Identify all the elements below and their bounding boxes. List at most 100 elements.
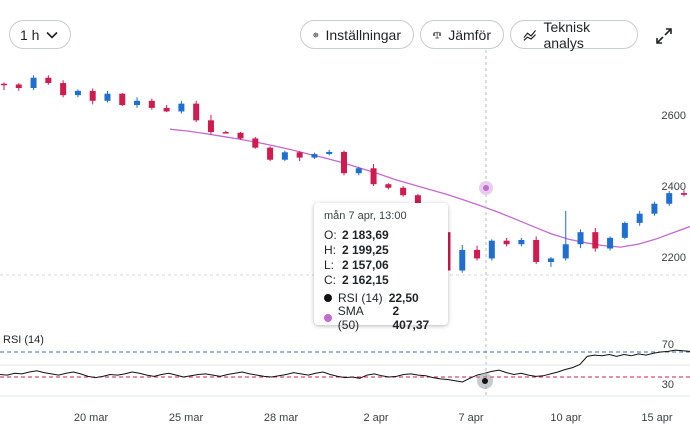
candle-body bbox=[547, 258, 554, 262]
tooltip-low-label: L: bbox=[324, 257, 335, 272]
sma-crosshair-dot bbox=[483, 185, 489, 191]
tooltip-high-value: 2 199,25 bbox=[342, 242, 389, 257]
rsi-crosshair-dot bbox=[482, 378, 488, 384]
x-tick-label: 15 apr bbox=[641, 412, 673, 424]
tooltip-open-label: O: bbox=[324, 227, 337, 242]
x-tick-label: 25 mar bbox=[169, 412, 204, 424]
rsi-14-line bbox=[0, 349, 690, 383]
candle-body bbox=[30, 77, 37, 89]
candle-body bbox=[178, 103, 185, 112]
x-tick-label: 7 apr bbox=[458, 412, 483, 424]
x-tick-label: 28 mar bbox=[264, 412, 299, 424]
candle-body bbox=[488, 240, 495, 259]
crosshair-tooltip: mån 7 apr, 13:00 O: 2 183,69 H: 2 199,25… bbox=[314, 203, 448, 332]
candle-body bbox=[621, 222, 628, 238]
candle-body bbox=[562, 244, 569, 259]
chevron-down-icon bbox=[46, 31, 59, 39]
candle-body bbox=[681, 193, 687, 195]
rsi-panel-title: RSI (14) bbox=[3, 334, 44, 346]
settings-label: Inställningar bbox=[325, 26, 402, 43]
x-tick-label: 20 mar bbox=[74, 412, 109, 424]
tooltip-sma-row: SMA (50) 2 407,37 bbox=[324, 304, 438, 332]
candle-body bbox=[60, 83, 67, 96]
candle-body bbox=[45, 77, 52, 84]
candle-body bbox=[134, 100, 141, 106]
candle-body bbox=[459, 249, 466, 271]
tooltip-low-row: L: 2 157,06 bbox=[324, 257, 438, 272]
candle-body bbox=[385, 184, 392, 188]
tooltip-close-label: C: bbox=[324, 272, 336, 287]
tooltip-sma-label: SMA (50) bbox=[337, 304, 364, 332]
candle-body bbox=[326, 151, 333, 155]
y-tick-label: 2600 bbox=[662, 110, 686, 122]
rsi-panel: 70 30 bbox=[0, 339, 690, 397]
y-axis: 2200 2400 2600 bbox=[662, 110, 686, 264]
tooltip-close-row: C: 2 162,15 bbox=[324, 272, 438, 287]
x-tick-label: 10 apr bbox=[550, 412, 582, 424]
interval-label: 1 h bbox=[20, 26, 40, 43]
candle-body bbox=[341, 151, 347, 174]
candle-body bbox=[222, 132, 229, 134]
expand-icon bbox=[656, 28, 672, 44]
candle-body bbox=[592, 232, 599, 249]
candle-body bbox=[607, 237, 614, 249]
tooltip-open-value: 2 183,69 bbox=[342, 227, 389, 242]
candle-body bbox=[370, 168, 377, 185]
candle-body bbox=[252, 138, 259, 148]
tooltip-rsi-value: 22,50 bbox=[388, 291, 419, 305]
y-tick-label: 2200 bbox=[662, 252, 686, 264]
y-tick-label: 2400 bbox=[662, 181, 686, 193]
tooltip-rsi-row: RSI (14) 22,50 bbox=[324, 289, 438, 307]
rsi-level-label: 70 bbox=[662, 339, 674, 351]
x-tick-label: 2 apr bbox=[363, 412, 388, 424]
candle-body bbox=[400, 187, 407, 196]
candle-body bbox=[533, 239, 540, 262]
compare-label: Jämför bbox=[448, 26, 491, 43]
candle-body bbox=[651, 203, 658, 214]
tooltip-sma-value: 2 407,37 bbox=[392, 304, 430, 332]
candle-body bbox=[666, 193, 673, 204]
candle-body bbox=[89, 90, 96, 101]
tooltip-close-value: 2 162,15 bbox=[342, 272, 389, 287]
candle-body bbox=[193, 103, 200, 121]
trend-line-icon bbox=[523, 29, 536, 41]
candle-body bbox=[15, 84, 22, 89]
rsi-level-label: 30 bbox=[662, 379, 674, 391]
technical-analysis-label: Teknisk analys bbox=[543, 18, 591, 51]
candle-body bbox=[74, 90, 81, 96]
candle-body bbox=[296, 152, 303, 158]
tooltip-high-row: H: 2 199,25 bbox=[324, 242, 438, 257]
candle-body bbox=[104, 93, 111, 101]
candle-body bbox=[577, 232, 584, 245]
candle-body bbox=[207, 120, 214, 133]
tooltip-open-row: O: 2 183,69 bbox=[324, 227, 438, 242]
fullscreen-button[interactable] bbox=[654, 26, 674, 46]
rsi-legend-dot bbox=[324, 294, 332, 302]
candle-body bbox=[474, 249, 481, 259]
candle-body bbox=[119, 93, 126, 106]
settings-button[interactable]: Inställningar bbox=[300, 20, 414, 49]
candle-body bbox=[281, 152, 288, 160]
candle-body bbox=[237, 132, 244, 139]
candle-body bbox=[503, 240, 510, 245]
interval-dropdown[interactable]: 1 h bbox=[9, 20, 71, 49]
x-axis: 20 mar 25 mar 28 mar 2 apr 7 apr 10 apr … bbox=[74, 412, 673, 424]
candle-body bbox=[311, 154, 318, 158]
candle-body bbox=[267, 147, 274, 160]
tooltip-rsi-label: RSI (14) bbox=[338, 291, 383, 305]
rsi-line bbox=[0, 349, 690, 383]
candle-body bbox=[518, 239, 525, 245]
candle-body bbox=[163, 107, 170, 112]
compare-button[interactable]: Jämför bbox=[420, 20, 504, 49]
technical-analysis-button[interactable]: Teknisk analys bbox=[510, 18, 638, 51]
tooltip-low-value: 2 157,06 bbox=[342, 257, 389, 272]
candle-body bbox=[355, 168, 362, 174]
tooltip-date: mån 7 apr, 13:00 bbox=[324, 210, 407, 222]
scales-icon bbox=[433, 31, 442, 38]
candle-body bbox=[148, 100, 155, 108]
gear-icon bbox=[313, 31, 319, 38]
sma-legend-dot bbox=[324, 314, 332, 322]
candle-body bbox=[1, 83, 7, 86]
candle-body bbox=[636, 213, 643, 223]
